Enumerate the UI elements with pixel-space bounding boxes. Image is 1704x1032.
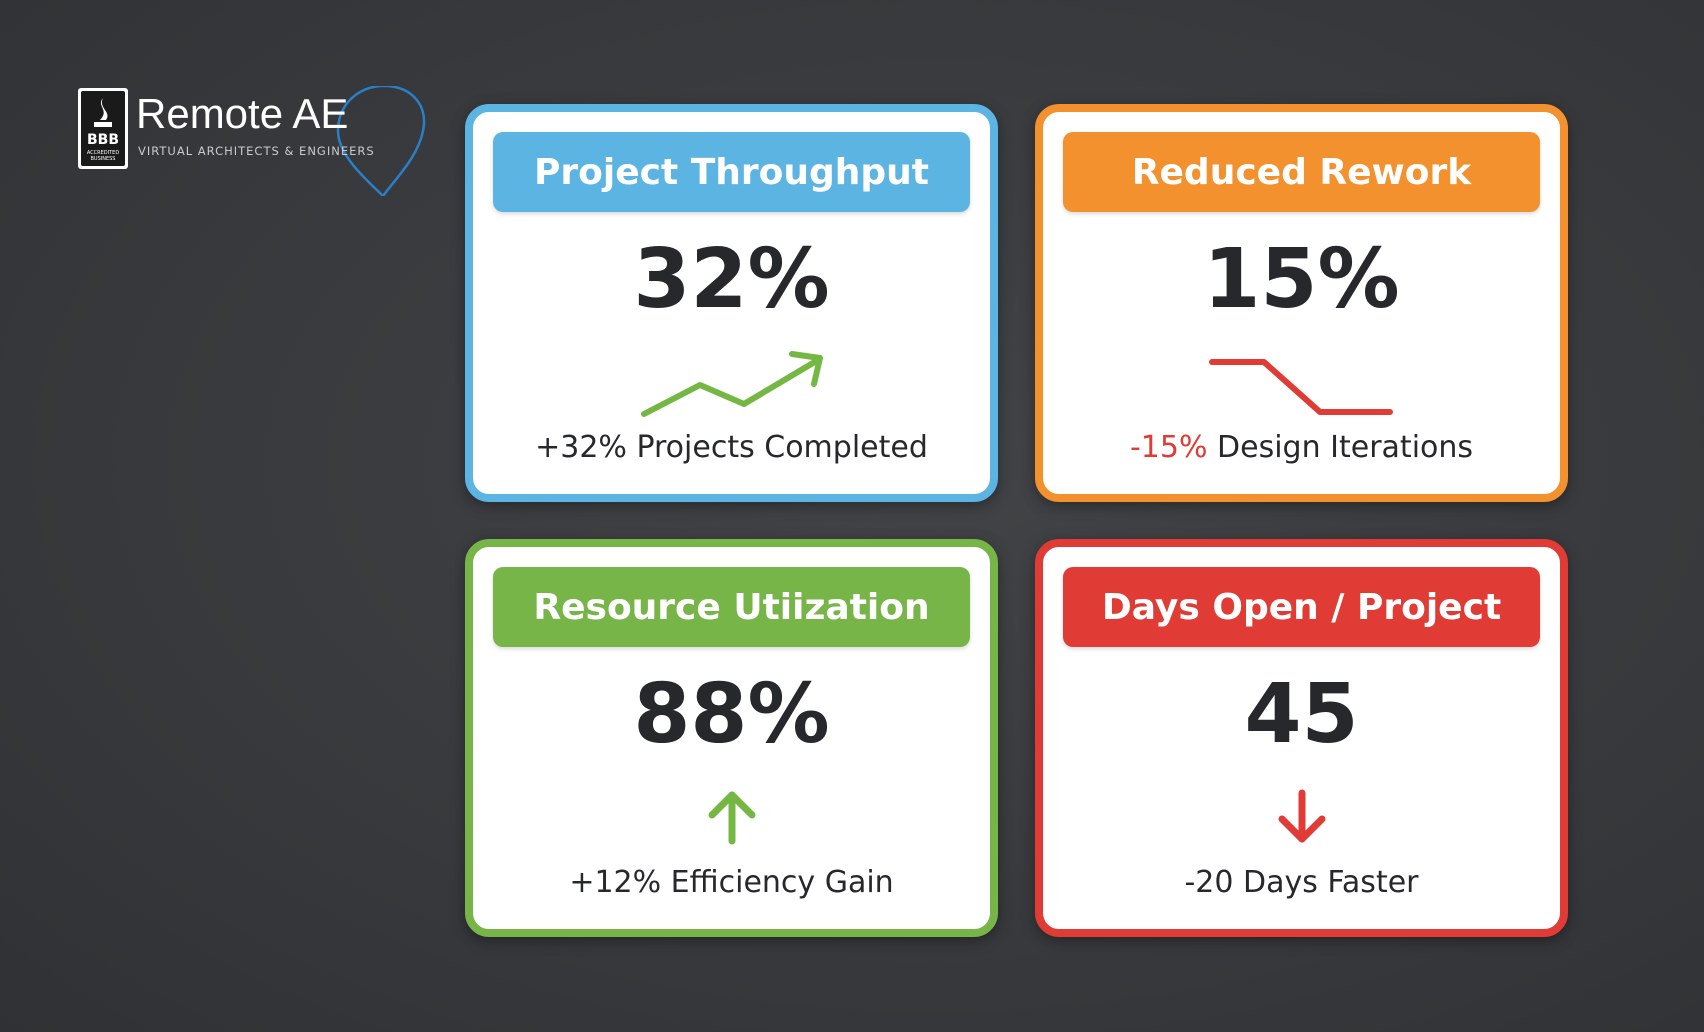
trend-up-icon (640, 351, 823, 417)
card-value: 15% (1203, 232, 1400, 327)
card-title: Reduced Rework (1063, 132, 1540, 212)
card-value: 88% (633, 667, 830, 762)
card-caption: +12% Efficiency Gain (569, 865, 894, 900)
card-caption: +32% Projects Completed (535, 430, 928, 465)
card-caption-row: -15% Design Iterations (1043, 430, 1560, 465)
arrow-up-icon (708, 791, 755, 845)
trend-down-icon (1208, 359, 1393, 415)
card-title: Days Open / Project (1063, 567, 1540, 647)
kpi-card: Days Open / Project 45 -20 Days Faster (1035, 539, 1568, 937)
kpi-card: Project Throughput 32% +32% Projects Com… (465, 104, 998, 502)
logo: BBB ACCREDITED BUSINESS Remote AE VIRTUA… (78, 86, 438, 196)
card-title: Project Throughput (493, 132, 970, 212)
card-caption: Design Iterations (1217, 430, 1474, 465)
caption-highlight: -15% (1129, 430, 1208, 465)
badge-text: BBB (86, 132, 119, 148)
arrow-down-icon (1278, 789, 1325, 843)
kpi-card: Resource Utiization 88% +12% Efficiency … (465, 539, 998, 937)
card-caption: -20 Days Faster (1184, 865, 1419, 900)
brand-tagline: VIRTUAL ARCHITECTS & ENGINEERS (138, 144, 375, 158)
badge-caption: ACCREDITED BUSINESS (86, 150, 120, 162)
brand-name: Remote AE (136, 90, 349, 137)
kpi-card: Reduced Rework 15% -15% Design Iteration… (1035, 104, 1568, 502)
card-value: 32% (633, 232, 830, 327)
logo-graphic (78, 86, 426, 196)
card-title: Resource Utiization (493, 567, 970, 647)
card-value: 45 (1244, 667, 1359, 762)
